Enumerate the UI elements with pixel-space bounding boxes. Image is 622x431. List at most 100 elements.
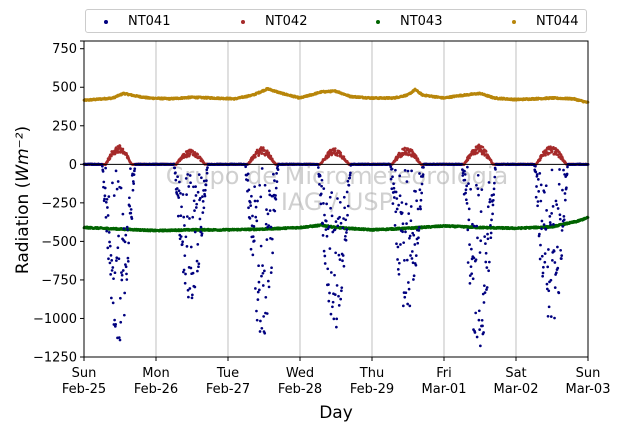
point-nt041: [334, 251, 337, 255]
point-nt041: [259, 244, 263, 248]
point-nt041: [248, 216, 252, 220]
point-nt041: [254, 287, 257, 290]
point-nt041: [203, 194, 207, 198]
point-nt041: [108, 244, 112, 248]
point-nt041: [120, 271, 123, 274]
point-nt041: [348, 176, 352, 180]
point-nt041: [343, 206, 346, 210]
point-nt041: [105, 197, 109, 201]
point-nt041: [194, 206, 198, 209]
point-nt041: [328, 247, 332, 250]
point-nt041: [183, 281, 187, 285]
point-nt041: [123, 240, 127, 244]
point-nt041: [332, 317, 336, 321]
point-nt041: [128, 204, 132, 208]
point-nt041: [193, 230, 197, 234]
point-nt041: [178, 180, 181, 184]
point-nt041: [333, 228, 337, 232]
point-nt041: [176, 194, 180, 197]
point-nt041: [345, 231, 348, 234]
point-nt041: [101, 164, 104, 168]
point-nt041: [327, 225, 331, 229]
point-nt041: [336, 197, 339, 200]
point-nt041: [331, 230, 335, 234]
point-nt041: [320, 184, 323, 188]
point-nt042: [414, 155, 418, 158]
point-nt041: [205, 168, 209, 172]
point-nt042: [196, 153, 200, 156]
point-nt041: [109, 254, 113, 257]
point-nt041: [250, 194, 253, 198]
point-nt041: [197, 265, 200, 269]
point-nt041: [125, 278, 129, 281]
point-nt041: [185, 245, 189, 248]
point-nt041: [126, 256, 130, 260]
point-nt041: [344, 218, 348, 222]
point-nt041: [188, 174, 192, 177]
point-nt041: [121, 212, 125, 216]
point-nt041: [131, 188, 135, 192]
watermark-line-2: IAG / USP: [281, 188, 393, 216]
point-nt041: [201, 199, 205, 203]
point-nt041: [247, 206, 250, 210]
point-nt041: [197, 173, 201, 176]
point-nt041: [187, 295, 190, 299]
point-nt041: [126, 259, 130, 263]
point-nt041: [334, 220, 338, 223]
point-nt041: [264, 295, 268, 299]
point-nt041: [199, 225, 203, 229]
point-nt041: [341, 259, 344, 263]
point-nt041: [182, 270, 185, 274]
point-nt041: [269, 225, 273, 229]
point-nt041: [127, 241, 130, 245]
point-nt041: [191, 271, 195, 275]
point-nt041: [328, 291, 331, 295]
point-nt041: [112, 194, 116, 197]
point-nt041: [253, 199, 257, 203]
point-nt042: [121, 147, 125, 151]
point-nt041: [188, 287, 192, 290]
point-nt041: [321, 233, 325, 237]
point-nt041: [174, 178, 178, 182]
point-nt041: [260, 274, 263, 278]
point-nt041: [122, 313, 126, 317]
point-nt041: [106, 246, 110, 250]
point-nt041: [114, 323, 118, 326]
point-nt042: [269, 154, 273, 158]
point-nt041: [265, 208, 268, 212]
point-nt041: [204, 183, 208, 187]
point-nt041: [187, 185, 191, 188]
point-nt041: [342, 217, 345, 220]
point-nt041: [181, 193, 185, 196]
point-nt041: [336, 224, 340, 228]
point-nt041: [198, 217, 202, 221]
point-nt041: [275, 180, 279, 183]
point-nt041: [196, 242, 200, 246]
point-nt041: [117, 336, 121, 339]
point-nt041: [251, 214, 254, 218]
point-nt042: [260, 151, 264, 155]
point-nt041: [249, 204, 253, 207]
point-nt041: [110, 296, 113, 300]
point-nt041: [337, 294, 340, 298]
point-nt041: [261, 264, 264, 267]
point-nt041: [320, 178, 324, 182]
point-nt041: [119, 320, 123, 324]
point-nt041: [251, 253, 255, 257]
point-nt041: [274, 194, 277, 197]
point-nt041: [115, 187, 119, 191]
point-nt041: [253, 185, 256, 189]
point-nt041: [132, 173, 136, 176]
point-nt041: [318, 174, 322, 178]
point-nt041: [205, 171, 209, 175]
point-nt041: [198, 196, 202, 200]
point-nt041: [185, 215, 189, 218]
point-nt041: [263, 269, 266, 273]
point-nt041: [194, 185, 197, 188]
point-nt042: [118, 144, 122, 148]
point-nt041: [193, 285, 197, 289]
point-nt041: [101, 170, 105, 173]
point-nt042: [544, 153, 547, 157]
point-nt041: [258, 183, 262, 187]
point-nt041: [103, 194, 107, 198]
